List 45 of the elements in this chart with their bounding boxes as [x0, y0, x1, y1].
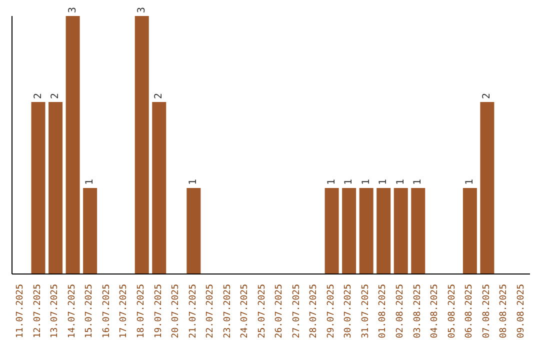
x-tick-label: 28.07.2025: [309, 284, 320, 338]
data-label: 2: [154, 92, 165, 99]
x-tick-label: 27.07.2025: [292, 284, 302, 338]
data-label: 1: [188, 178, 200, 185]
x-tick-label: 29.07.2025: [326, 284, 336, 338]
x-tick-label: 23.07.2025: [222, 284, 233, 338]
x-tick-label: 13.07.2025: [50, 284, 60, 338]
data-label: 1: [412, 178, 424, 185]
data-label: 2: [32, 92, 44, 99]
x-tick-label: 08.08.2025: [499, 284, 510, 338]
data-label: 3: [67, 6, 78, 13]
data-label: 1: [326, 178, 338, 185]
x-tick-label: 14.07.2025: [67, 284, 78, 338]
x-tick-label: 20.07.2025: [171, 284, 182, 338]
data-label: 1: [84, 178, 96, 185]
x-tick-label: 01.08.2025: [378, 284, 388, 338]
x-tick-label: 04.08.2025: [430, 284, 440, 338]
x-tick-label: 15.07.2025: [84, 284, 95, 338]
x-tick-label: 02.08.2025: [396, 284, 406, 338]
x-tick-label: 21.07.2025: [188, 284, 198, 338]
x-tick-label: 31.07.2025: [360, 284, 371, 338]
data-label: 1: [464, 178, 476, 185]
x-tick-label: 05.08.2025: [447, 284, 458, 338]
x-tick-label: 25.07.2025: [257, 284, 268, 338]
x-tick-label: 17.07.2025: [119, 284, 130, 338]
x-tick-label: 22.07.2025: [206, 284, 216, 338]
x-tick-label: 24.07.2025: [240, 284, 250, 338]
data-label: 2: [50, 92, 62, 99]
x-tick-label: 07.08.2025: [482, 284, 492, 338]
data-label: 3: [136, 6, 148, 13]
data-label: 1: [395, 178, 406, 185]
x-tick-label: 30.07.2025: [344, 284, 354, 338]
data-label: 1: [344, 178, 355, 185]
x-tick-label: 11.07.2025: [16, 284, 26, 338]
data-label: 1: [378, 178, 390, 185]
x-tick-label: 18.07.2025: [136, 284, 146, 338]
x-tick-label: 06.08.2025: [464, 284, 475, 338]
x-tick-label: 09.08.2025: [516, 284, 526, 338]
x-tick-label: 19.07.2025: [154, 284, 164, 338]
data-label: 1: [360, 178, 372, 185]
x-tick-label: 16.07.2025: [102, 284, 112, 338]
x-tick-label: 12.07.2025: [32, 284, 43, 338]
x-tick-label: 03.08.2025: [412, 284, 423, 338]
data-label: 2: [482, 92, 493, 99]
x-tick-label: 26.07.2025: [274, 284, 285, 338]
